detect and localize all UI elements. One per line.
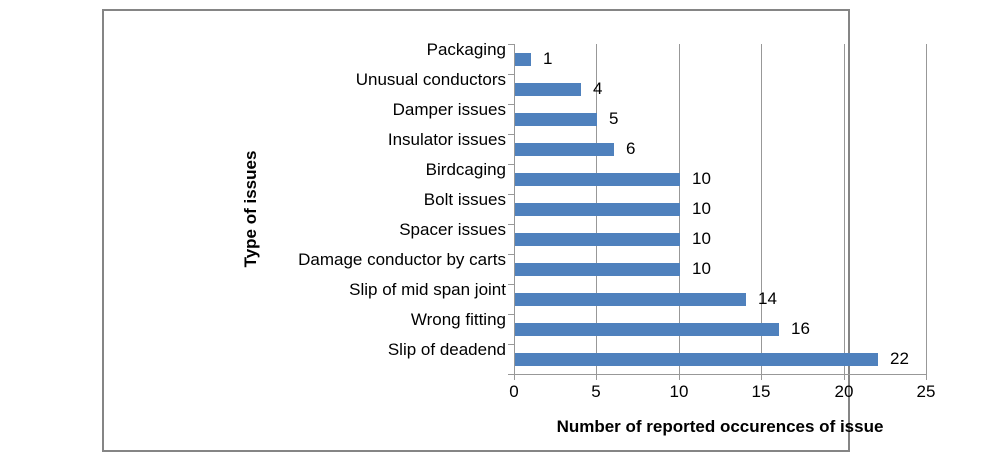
x-tick-label: 15 xyxy=(751,382,771,401)
gridline-x-25 xyxy=(926,44,927,374)
category-label: Birdcaging xyxy=(425,160,506,179)
x-axis-tick-20 xyxy=(844,374,845,380)
bar-bolt-issues xyxy=(515,203,680,216)
y-axis-tick xyxy=(508,374,514,375)
bar-unusual-conductors xyxy=(515,83,581,96)
value-label: 10 xyxy=(692,229,711,248)
value-label: 10 xyxy=(692,259,711,278)
category-label: Slip of deadend xyxy=(387,340,506,359)
y-axis-tick xyxy=(508,164,514,165)
bar-wrong-fitting xyxy=(515,323,779,336)
y-axis-tick xyxy=(508,224,514,225)
value-label: 4 xyxy=(593,79,603,98)
y-axis-tick xyxy=(508,74,514,75)
plot-area: 1 4 5 6 10 10 10 10 14 16 22 xyxy=(508,44,927,380)
value-label: 1 xyxy=(543,49,553,68)
category-label: Slip of mid span joint xyxy=(349,280,506,299)
y-axis-tick xyxy=(508,194,514,195)
category-label: Bolt issues xyxy=(423,190,506,209)
bar-insulator-issues xyxy=(515,143,614,156)
x-axis-tick-10 xyxy=(679,374,680,380)
value-label: 22 xyxy=(890,349,909,368)
bar-damage-conductor-by-carts xyxy=(515,263,680,276)
y-axis-tick xyxy=(508,104,514,105)
y-axis-tick xyxy=(508,44,514,45)
bar-birdcaging xyxy=(515,173,680,186)
value-label: 14 xyxy=(758,289,777,308)
gridline-x-0 xyxy=(514,44,515,374)
y-axis-tick xyxy=(508,254,514,255)
y-axis-tick xyxy=(508,134,514,135)
x-axis-tick-0 xyxy=(514,374,515,380)
x-axis-tick-5 xyxy=(596,374,597,380)
y-axis-tick xyxy=(508,344,514,345)
chart-frame: Type of issues Packaging Unusual conducto… xyxy=(102,9,935,452)
x-axis-tick-15 xyxy=(761,374,762,380)
bar-spacer-issues xyxy=(515,233,680,246)
bar-slip-of-mid-span-joint xyxy=(515,293,746,306)
x-tick-label: 5 xyxy=(591,382,601,401)
value-label: 10 xyxy=(692,199,711,218)
category-label: Wrong fitting xyxy=(410,310,506,329)
x-axis-tick-25 xyxy=(926,374,927,380)
y-axis-tick xyxy=(508,314,514,315)
gridline-x-20 xyxy=(844,44,845,374)
bar-damper-issues xyxy=(515,113,597,126)
category-label: Packaging xyxy=(426,40,506,59)
category-label: Unusual conductors xyxy=(355,70,506,89)
x-tick-label: 0 xyxy=(509,382,519,401)
value-label: 6 xyxy=(626,139,636,158)
x-tick-label: 10 xyxy=(669,382,689,401)
bar-packaging xyxy=(515,53,531,66)
value-label: 10 xyxy=(692,169,711,188)
x-tick-label: 20 xyxy=(834,382,854,401)
x-axis-line xyxy=(514,374,927,375)
category-label: Spacer issues xyxy=(399,220,506,239)
bar-slip-of-deadend xyxy=(515,353,878,366)
value-label: 16 xyxy=(791,319,810,338)
category-label: Damage conductor by carts xyxy=(298,250,506,269)
category-label: Insulator issues xyxy=(387,130,506,149)
x-tick-label: 25 xyxy=(916,382,936,401)
y-axis-tick xyxy=(508,284,514,285)
category-label: Damper issues xyxy=(392,100,506,119)
x-axis-title: Number of reported occurences of issue xyxy=(556,417,884,436)
gridline-x-15 xyxy=(761,44,762,374)
value-label: 5 xyxy=(609,109,619,128)
